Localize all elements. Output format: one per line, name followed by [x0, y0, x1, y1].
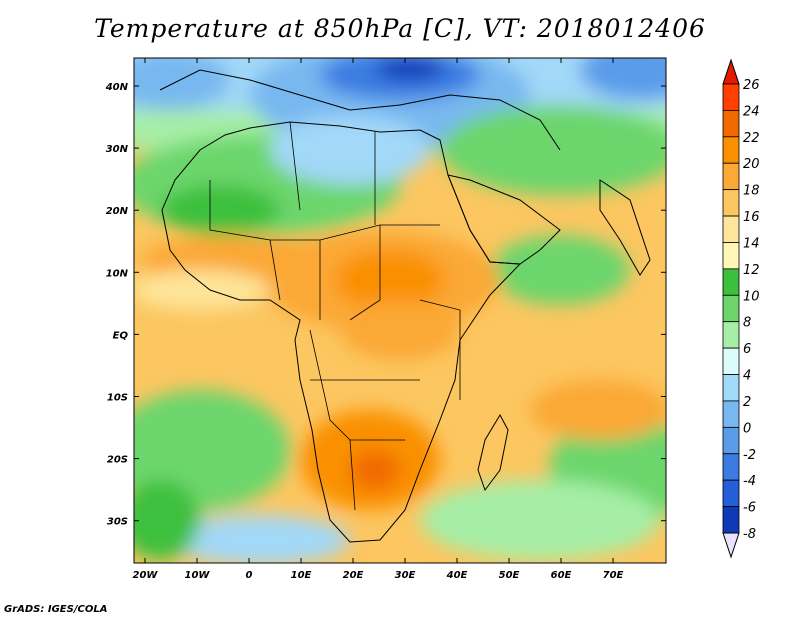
lon-label: 10W [185, 570, 211, 581]
colorbar-bin [722, 453, 740, 481]
colorbar-label: 22 [743, 131, 760, 146]
colorbar-bin [722, 374, 740, 402]
lat-label: 30N [106, 144, 129, 155]
map-frame [133, 57, 667, 564]
colorbar-bin [722, 162, 740, 191]
colorbar-label: 24 [743, 104, 760, 119]
colorbar-label: 26 [743, 78, 760, 93]
lon-label: 20W [133, 570, 159, 581]
africa-coastline [161, 121, 522, 543]
colorbar-bin [722, 215, 740, 243]
lat-label: 20S [107, 455, 128, 466]
latitude-axis: 40N 30N 20N 10N EQ 10S 20S 30S [105, 82, 666, 528]
lat-label: 10S [107, 393, 128, 404]
arabia-coastline [447, 174, 561, 265]
chart-title: Temperature at 850hPa [C], VT: 201801240… [94, 14, 706, 43]
temperature-field [134, 58, 666, 563]
colorbar-bin [722, 83, 740, 111]
lat-label: 30S [107, 517, 128, 528]
lat-label: 20N [106, 206, 129, 217]
grads-credit: GrADS: IGES/COLA [4, 604, 108, 615]
colorbar-bin [722, 136, 740, 164]
colorbar-label: 4 [743, 369, 751, 384]
country-borders [209, 121, 461, 511]
lon-label: 50E [499, 570, 520, 581]
lon-label: 20E [343, 570, 364, 581]
colorbar-label: 2 [743, 395, 751, 410]
lon-label: 10E [291, 570, 312, 581]
colorbar-bin [722, 479, 740, 507]
lon-label: 0 [246, 570, 253, 581]
coastlines-borders [159, 69, 651, 543]
colorbar-label: 18 [743, 184, 760, 199]
colorbar-label: 10 [743, 289, 760, 304]
colorbar-label: 16 [743, 210, 760, 225]
colorbar-bin [722, 242, 740, 270]
europe-coastline [159, 69, 561, 151]
lat-label: 10N [106, 268, 129, 279]
colorbar-label: -4 [743, 474, 756, 489]
colorbar-label: 12 [743, 263, 760, 278]
lat-label: EQ [113, 330, 129, 341]
india-coastline [599, 179, 651, 276]
lon-label: 30E [395, 570, 416, 581]
colorbar-bin [722, 426, 740, 455]
colorbar-label: -2 [743, 448, 756, 463]
colorbar-bin [722, 400, 740, 428]
colorbar-label: 14 [743, 236, 760, 251]
colorbar-bin [722, 189, 740, 217]
colorbar-bin [722, 268, 740, 296]
colorbar-bin [722, 294, 740, 323]
colorbar-label: 0 [743, 421, 751, 436]
lon-label: 60E [551, 570, 572, 581]
colorbar-bin [722, 110, 740, 138]
colorbar-label: 20 [743, 157, 760, 172]
colorbar-label: 6 [743, 342, 751, 357]
colorbar-label: -6 [743, 501, 756, 516]
colorbar-label: -8 [743, 527, 756, 542]
lon-label: 40E [446, 570, 468, 581]
colorbar-bottom-arrow [722, 532, 740, 559]
colorbar-bin [722, 347, 740, 375]
colorbar-top-arrow [722, 58, 740, 85]
lat-label: 40N [105, 82, 129, 93]
longitude-axis: 20W 10W 0 10E 20E 30E 40E 50E 60E 70E [133, 58, 624, 581]
colorbar-label: 8 [743, 316, 751, 331]
madagascar-coastline [477, 413, 509, 492]
colorbar-bin [722, 321, 740, 349]
colorbar-bin [722, 506, 740, 534]
lon-label: 70E [603, 570, 624, 581]
